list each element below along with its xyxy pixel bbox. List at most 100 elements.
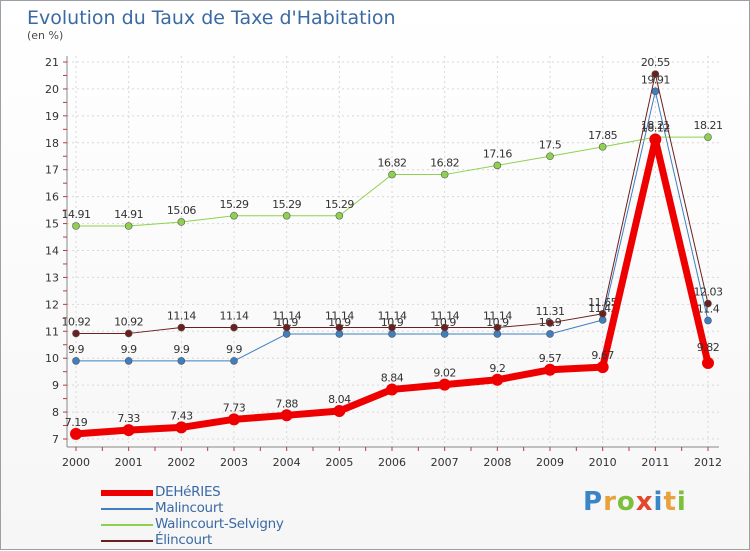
data-point-malincourt — [72, 357, 80, 365]
data-label--lincourt: 11.14 — [483, 310, 512, 323]
data-point-malincourt — [388, 330, 396, 338]
y-tick-label: 21 — [45, 56, 59, 69]
y-tick-label: 19 — [45, 110, 59, 123]
data-label-malincourt: 19.91 — [641, 73, 670, 86]
data-point-deh-ries — [438, 378, 451, 391]
x-tick-label: 2008 — [483, 456, 511, 469]
x-tick-label: 2011 — [641, 456, 669, 469]
data-label-malincourt: 9.9 — [226, 343, 242, 356]
data-point--lincourt — [651, 70, 660, 78]
data-label-deh-ries: 7.19 — [65, 416, 88, 429]
data-point--lincourt — [546, 319, 554, 327]
data-label--lincourt: 20.55 — [641, 56, 670, 69]
data-label-malincourt: 10.9 — [433, 316, 456, 329]
data-label-deh-ries: 8.04 — [328, 393, 351, 406]
data-point--lincourt — [124, 329, 133, 338]
data-point-walincourt-selvigny — [124, 222, 133, 230]
data-point-walincourt-selvigny — [440, 170, 449, 179]
data-point-walincourt-selvigny — [598, 143, 607, 151]
y-tick-label: 13 — [45, 271, 59, 284]
data-label-walincourt-selvigny: 18.21 — [694, 119, 723, 132]
y-tick-label: 11 — [45, 325, 59, 338]
data-label-walincourt-selvigny: 16.82 — [430, 157, 459, 170]
legend-swatch — [101, 490, 153, 496]
data-label--lincourt: 11.14 — [272, 310, 301, 323]
data-point-deh-ries — [70, 427, 82, 440]
data-label-walincourt-selvigny: 17.5 — [539, 138, 562, 151]
data-label-deh-ries: 7.33 — [117, 412, 140, 425]
x-tick-label: 2004 — [273, 456, 301, 469]
data-label-deh-ries: 7.73 — [223, 401, 246, 414]
data-label-deh-ries: 9.82 — [697, 341, 720, 354]
x-tick-label: 2010 — [589, 456, 617, 469]
legend-swatch — [101, 508, 153, 510]
y-tick-label: 9 — [52, 379, 59, 392]
data-point-walincourt-selvigny — [388, 170, 396, 179]
data-label-deh-ries: 9.2 — [489, 362, 505, 375]
y-tick-label: 15 — [45, 218, 59, 231]
y-tick-label: 10 — [45, 352, 59, 365]
data-label-deh-ries: 9.67 — [591, 349, 614, 362]
data-point-malincourt — [177, 357, 186, 365]
data-label-malincourt: 11.4 — [697, 303, 720, 316]
data-point-walincourt-selvigny — [282, 211, 291, 220]
data-point-deh-ries — [175, 421, 188, 434]
data-label-deh-ries: 8.84 — [381, 371, 404, 384]
data-label-malincourt: 9.9 — [121, 343, 137, 356]
data-label--lincourt: 11.14 — [167, 310, 196, 323]
data-point--lincourt — [72, 329, 80, 338]
data-label-walincourt-selvigny: 14.91 — [114, 208, 143, 221]
data-point--lincourt — [704, 299, 712, 308]
data-point-deh-ries — [333, 404, 346, 417]
data-label-deh-ries: 9.02 — [433, 367, 456, 380]
data-point--lincourt — [388, 323, 396, 332]
data-point-deh-ries — [280, 409, 293, 422]
data-point-walincourt-selvigny — [230, 211, 238, 220]
data-point-malincourt — [651, 87, 660, 96]
data-label-walincourt-selvigny: 18.21 — [641, 119, 670, 132]
data-point-walincourt-selvigny — [335, 211, 344, 220]
data-point-walincourt-selvigny — [704, 133, 712, 141]
x-tick-label: 2012 — [694, 456, 722, 469]
data-point-walincourt-selvigny — [72, 222, 80, 230]
y-tick-label: 14 — [45, 245, 59, 258]
data-point-malincourt — [440, 330, 449, 338]
data-label-malincourt: 10.9 — [275, 316, 298, 329]
data-point--lincourt — [335, 323, 344, 332]
data-label-walincourt-selvigny: 17.85 — [588, 129, 617, 142]
legend-label: Malincourt — [155, 500, 224, 516]
data-label-walincourt-selvigny: 14.91 — [62, 208, 91, 221]
data-point-walincourt-selvigny — [493, 161, 502, 170]
data-point-deh-ries — [122, 424, 135, 437]
x-tick-label: 2000 — [62, 456, 90, 469]
data-label-malincourt: 10.9 — [486, 316, 509, 329]
legend-swatch — [101, 524, 153, 526]
x-tick-label: 2009 — [536, 456, 564, 469]
data-label--lincourt: 11.31 — [536, 305, 565, 318]
x-tick-label: 2005 — [325, 456, 353, 469]
data-point-malincourt — [493, 330, 502, 338]
data-label-malincourt: 9.9 — [173, 343, 189, 356]
data-point--lincourt — [440, 323, 449, 332]
legend-swatch — [101, 540, 153, 542]
data-point-deh-ries — [596, 361, 609, 374]
data-point--lincourt — [177, 323, 186, 332]
x-tick-label: 2002 — [167, 456, 195, 469]
data-point-malincourt — [546, 330, 554, 338]
data-label-deh-ries: 7.88 — [275, 397, 298, 410]
data-point-deh-ries — [386, 383, 398, 396]
data-label-malincourt: 10.9 — [381, 316, 404, 329]
data-label-walincourt-selvigny: 15.06 — [167, 204, 196, 217]
data-label-malincourt: 9.9 — [68, 343, 84, 356]
data-point--lincourt — [598, 309, 607, 318]
data-label-walincourt-selvigny: 17.16 — [483, 147, 512, 160]
data-label-deh-ries: 9.57 — [539, 352, 562, 365]
chart-subtitle: (en %) — [27, 29, 64, 42]
data-label--lincourt: 10.92 — [62, 315, 91, 328]
legend-label: DEHéRIES — [155, 484, 221, 500]
data-point-walincourt-selvigny — [177, 218, 186, 226]
data-point-deh-ries — [702, 357, 714, 370]
data-point-walincourt-selvigny — [546, 152, 554, 161]
y-tick-label: 20 — [45, 83, 59, 96]
data-point-malincourt — [282, 330, 291, 338]
